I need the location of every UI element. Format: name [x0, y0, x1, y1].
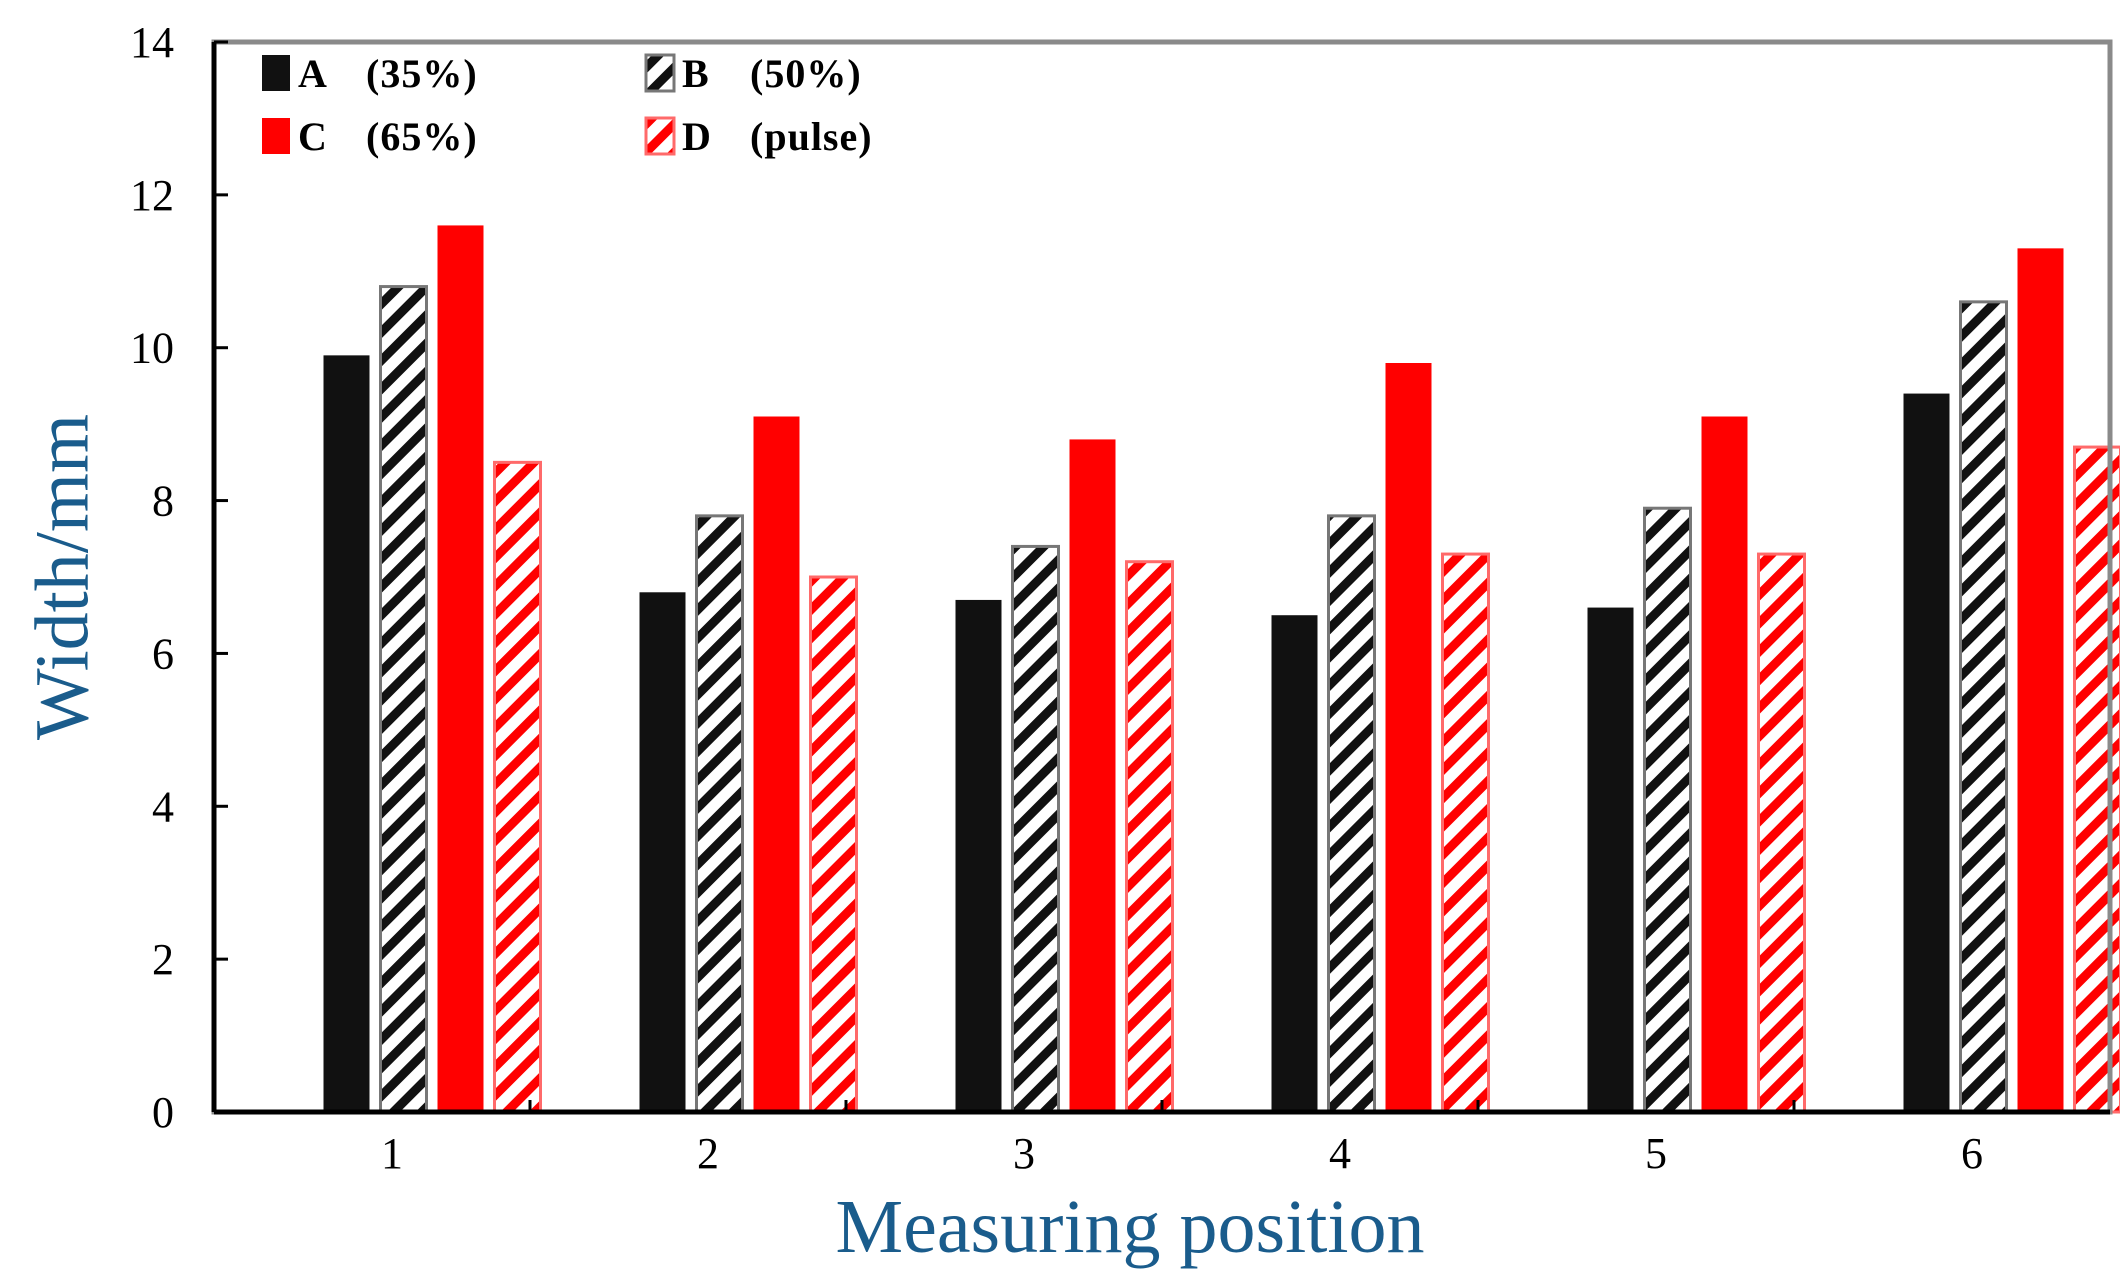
- legend-label-letter: C: [298, 114, 328, 159]
- bar-a-pos-1: [323, 355, 370, 1112]
- legend-swatch-b: [644, 53, 676, 93]
- bar-a-pos-5: [1587, 607, 1634, 1112]
- x-tick-label: 6: [1961, 1129, 1983, 1178]
- legend: A (35%) B (50%) C (65%) D (pulse): [262, 51, 873, 159]
- bar-c-pos-3: [1069, 439, 1116, 1112]
- x-tick-label: 3: [1013, 1129, 1035, 1178]
- bar-b-pos-2: [695, 514, 744, 1114]
- bar-c-pos-1: [437, 225, 484, 1112]
- y-tick-label: 10: [130, 324, 174, 373]
- y-tick-label: 2: [152, 935, 174, 984]
- bar-b-pos-4: [1327, 514, 1376, 1114]
- bar-c-pos-4: [1385, 363, 1432, 1112]
- legend-label-letter: D: [682, 114, 712, 159]
- bar-c-pos-2: [753, 416, 800, 1112]
- y-tick-label: 4: [152, 782, 174, 831]
- x-tick-label: 5: [1645, 1129, 1667, 1178]
- bar-c-pos-6: [2017, 248, 2064, 1112]
- bar-d-pos-3: [1125, 560, 1174, 1114]
- bar-a-pos-3: [955, 599, 1002, 1112]
- bar-d-pos-1: [493, 460, 542, 1114]
- bar-b-pos-1: [379, 285, 428, 1114]
- x-tick-label: 1: [381, 1129, 403, 1178]
- x-tick-label: 4: [1329, 1129, 1351, 1178]
- bar-d-pos-5: [1757, 552, 1806, 1114]
- y-ticks-group: 0 2 4 6 8 10 12 14: [130, 18, 228, 1137]
- legend-label-letter: B: [682, 51, 710, 96]
- legend-label-note: (35%): [366, 51, 478, 96]
- legend-label-note: (50%): [750, 51, 862, 96]
- x-ticks-group: 1 2 3 4 5 6: [381, 1100, 1983, 1178]
- bar-b-pos-6: [1959, 300, 2008, 1114]
- legend-swatch-d: [644, 116, 676, 156]
- bar-a-pos-2: [639, 592, 686, 1112]
- bar-b-pos-5: [1643, 506, 1692, 1114]
- bar-b-pos-3: [1011, 544, 1060, 1114]
- y-tick-label: 8: [152, 477, 174, 526]
- y-tick-label: 0: [152, 1088, 174, 1137]
- legend-swatch-a: [262, 55, 290, 91]
- bar-a-pos-4: [1271, 615, 1318, 1112]
- y-tick-label: 6: [152, 629, 174, 678]
- legend-label-note: (pulse): [750, 114, 873, 159]
- bar-c-pos-5: [1701, 416, 1748, 1112]
- legend-swatch-c: [262, 118, 290, 154]
- bar-d-pos-6: [2073, 445, 2120, 1114]
- x-tick-label: 2: [697, 1129, 719, 1178]
- bar-d-pos-4: [1441, 552, 1490, 1114]
- x-axis-title: Measuring position: [836, 1185, 1425, 1269]
- bar-d-pos-2: [809, 575, 858, 1114]
- legend-label-letter: A: [298, 51, 328, 96]
- bar-a-pos-6: [1903, 393, 1950, 1113]
- y-axis-title: Width/mm: [20, 414, 104, 740]
- y-tick-label: 12: [130, 171, 174, 220]
- legend-label-note: (65%): [366, 114, 478, 159]
- bars-group: [323, 225, 2120, 1114]
- y-tick-label: 14: [130, 18, 174, 67]
